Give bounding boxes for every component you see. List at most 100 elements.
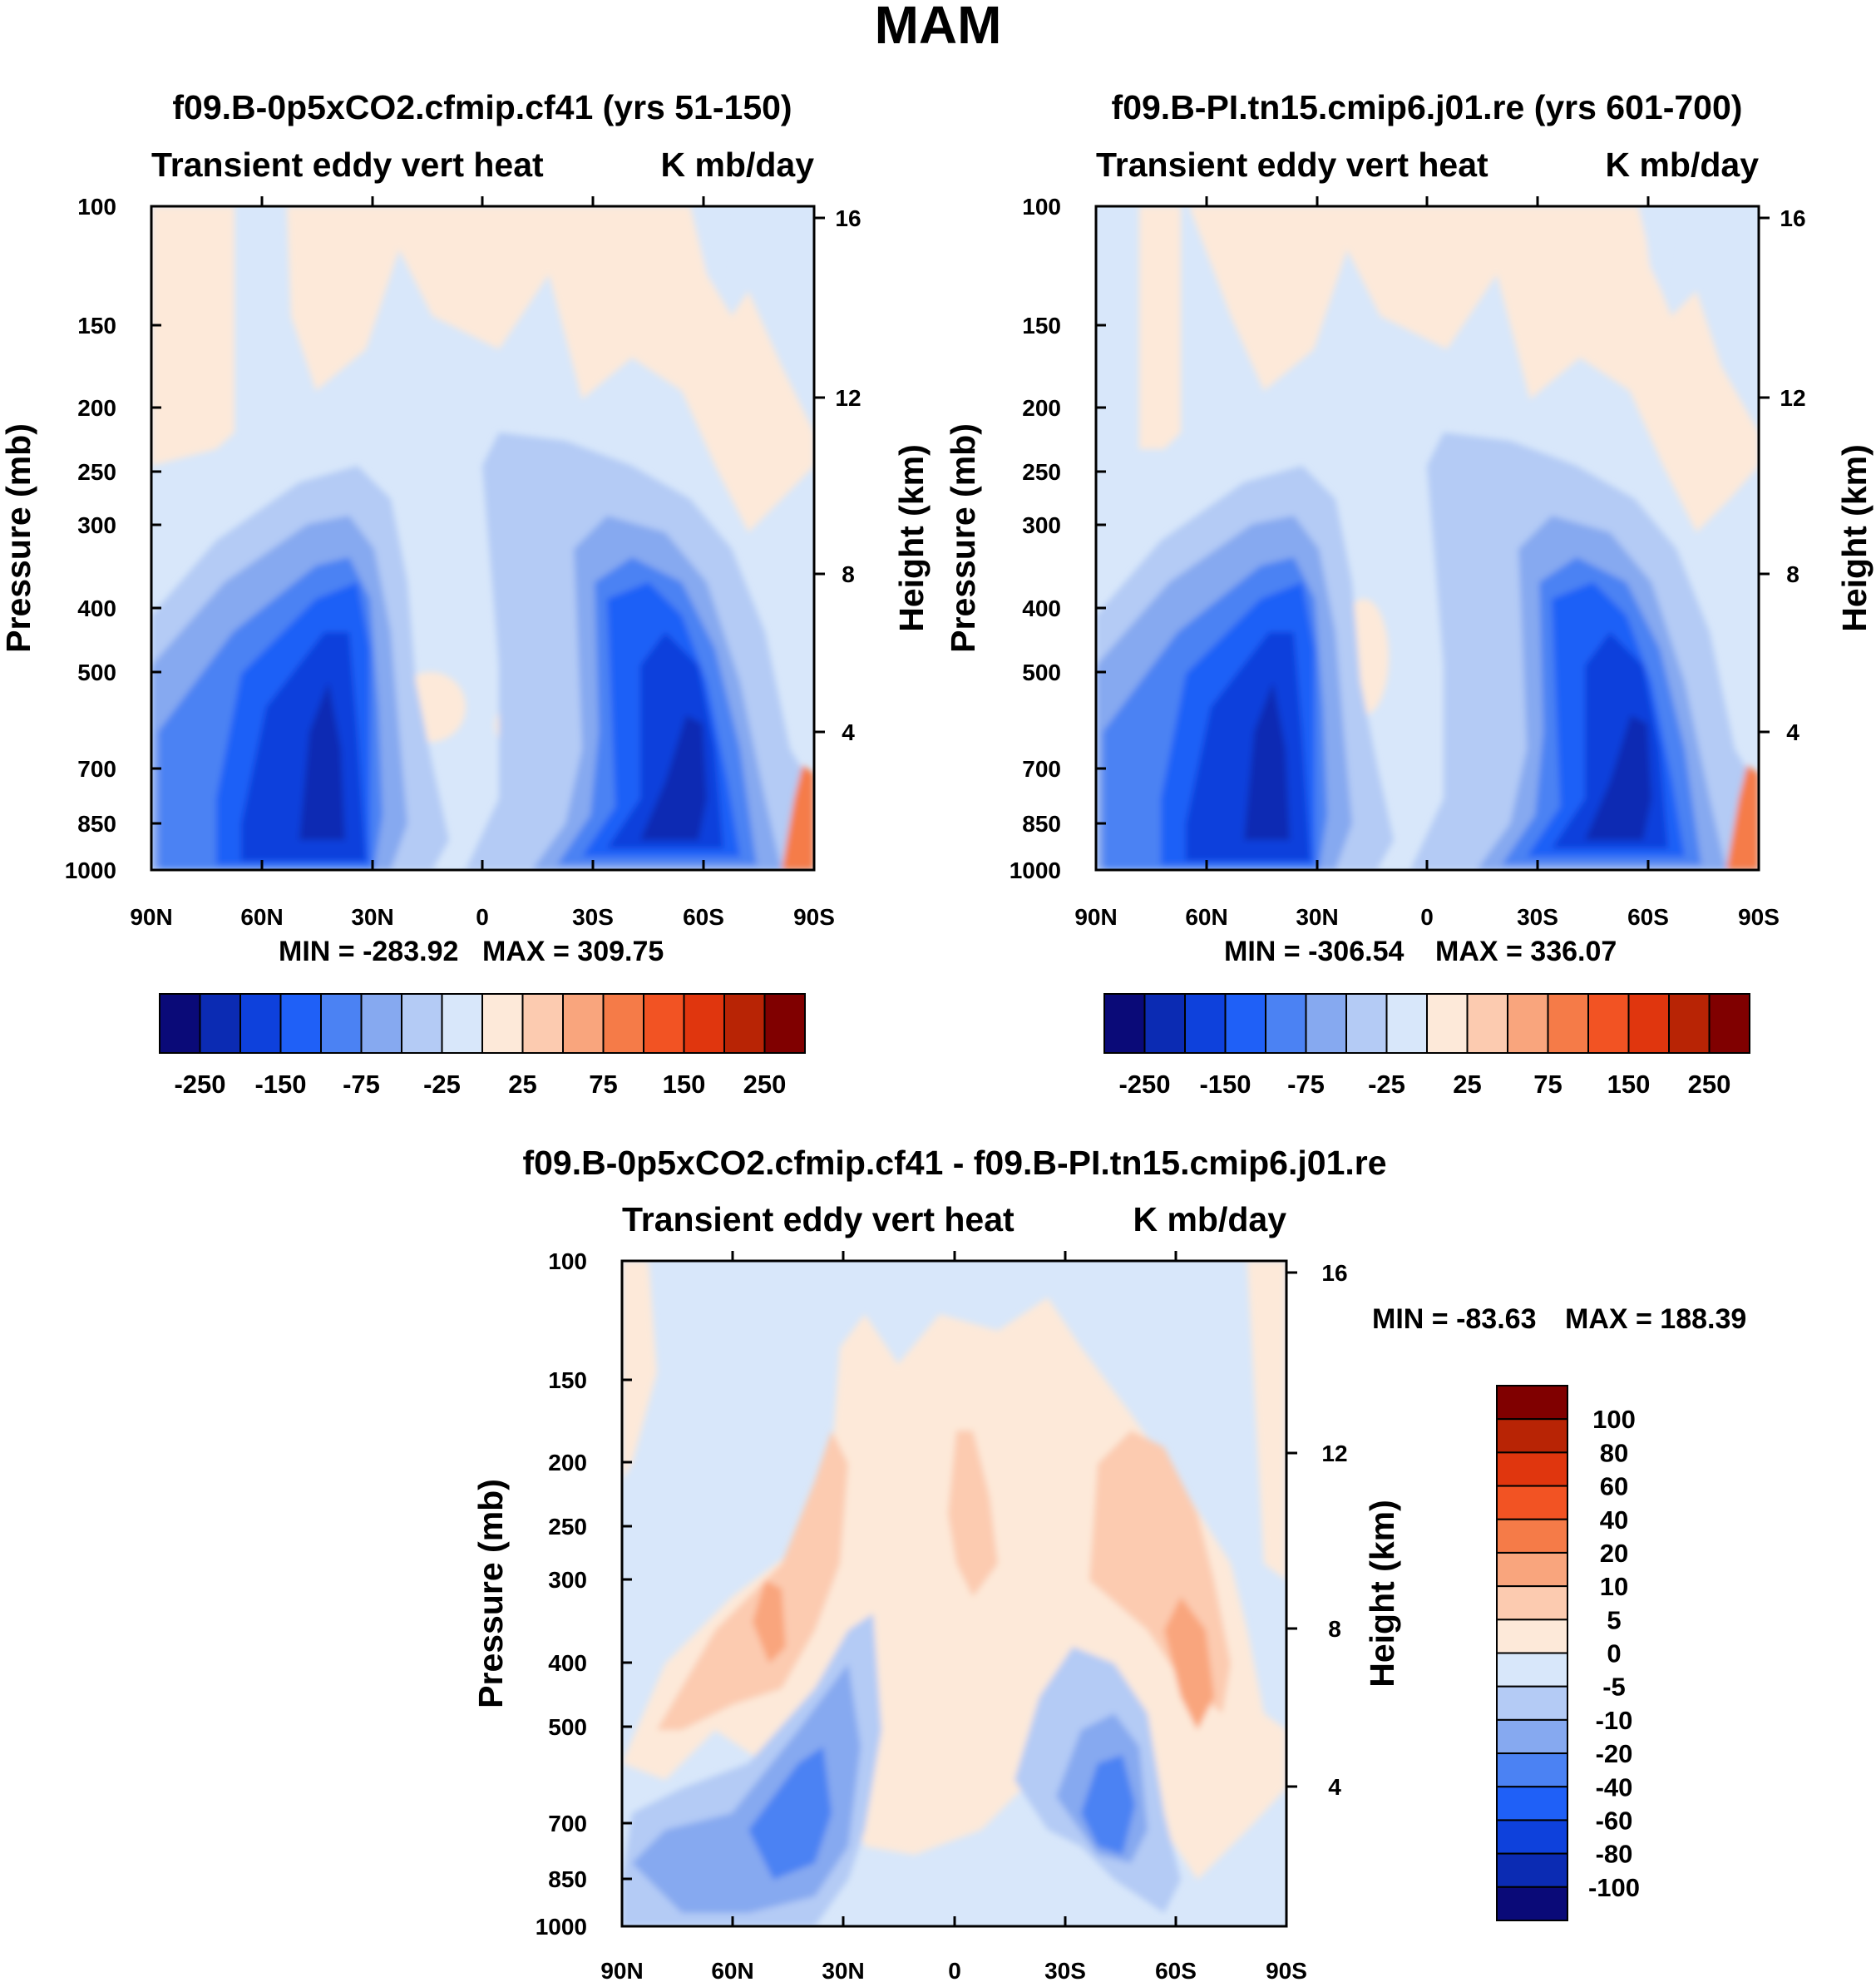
x-tick-label: 90S [1738, 904, 1780, 930]
colorbar-label: -250 [1118, 1070, 1170, 1099]
colorbar-label: -60 [1596, 1806, 1633, 1835]
colorbar-swatch [360, 993, 402, 1054]
contour-region [151, 206, 234, 466]
panel-left-units: K mb/day [660, 146, 814, 184]
y-tick-label: 500 [1022, 660, 1061, 685]
panel-left-variable: Transient eddy vert heat [151, 146, 544, 184]
colorbar-label: -10 [1596, 1706, 1633, 1735]
contour-region [657, 1431, 848, 1730]
y-tick-label: 200 [548, 1450, 587, 1475]
colorbar-swatch [1496, 1518, 1568, 1554]
colorbar-swatch [1496, 1852, 1568, 1888]
panel-right-y2-ticks: 16 12 8 4 [1759, 205, 1806, 745]
colorbar-swatch [1103, 993, 1146, 1054]
colorbar-swatch [199, 993, 241, 1054]
y2-tick-label: 8 [1786, 561, 1799, 587]
colorbar-swatch [1265, 993, 1307, 1054]
x-tick-label: 90N [130, 904, 172, 930]
colorbar-label: -20 [1596, 1739, 1633, 1768]
x-tick-label: 30N [1296, 904, 1338, 930]
y2-tick-label: 16 [835, 205, 861, 231]
y2-tick-label: 12 [1321, 1441, 1347, 1466]
y-tick-label: 500 [548, 1714, 587, 1740]
colorbar-swatch [1496, 1819, 1568, 1855]
x-tick-label: 30S [572, 904, 614, 930]
contour-region [1247, 1261, 1286, 1580]
y-axis-label: Pressure (mb) [944, 423, 982, 653]
colorbar-label: 250 [743, 1070, 787, 1099]
panel-bottom-variable: Transient eddy vert heat [622, 1200, 1015, 1238]
y-tick-label: 850 [548, 1866, 587, 1892]
colorbar-label: 100 [1592, 1405, 1636, 1434]
x-tick-label: 30N [351, 904, 393, 930]
colorbar-swatch [1496, 1585, 1568, 1621]
y-tick-label: 400 [548, 1650, 587, 1676]
y2-tick-label: 12 [835, 385, 861, 411]
y2-tick-label: 16 [1321, 1260, 1347, 1286]
colorbar-swatch [1496, 1752, 1568, 1788]
contour-region [1189, 206, 1759, 532]
colorbar-label: 25 [508, 1070, 536, 1099]
colorbar-diff: 100 80 60 40 20 10 5 0 -5 -10 -20 -40 -60 -80 -100 [1496, 1385, 1640, 1921]
contour-region [287, 206, 814, 532]
panel-right-y-ticks: 100 150 200 250 300 400 500 700 850 1000 [1010, 194, 1106, 883]
contour-region [1726, 765, 1759, 870]
max-label: MAX = 336.07 [1435, 936, 1617, 967]
colorbar-swatch [1385, 993, 1428, 1054]
x-tick-label: 90N [1074, 904, 1117, 930]
x-tick-label: 90S [1266, 1958, 1307, 1982]
contour-region [1139, 206, 1181, 449]
contour-region [753, 1580, 786, 1663]
y-tick-label: 300 [1022, 512, 1061, 538]
x-tick-label: 60N [1185, 904, 1227, 930]
y-tick-label: 400 [1022, 596, 1061, 621]
y2-tick-label: 4 [1328, 1774, 1341, 1800]
colorbar-swatch [320, 993, 363, 1054]
panel-left-y-ticks: 100 150 200 250 300 400 500 700 850 1000 [65, 194, 161, 883]
y-tick-label: 250 [77, 459, 116, 485]
colorbar-swatch [1496, 1652, 1568, 1688]
min-label: MIN = -283.92 [279, 936, 458, 967]
y2-tick-label: 4 [842, 719, 855, 745]
y2-tick-label: 4 [1786, 719, 1799, 745]
x-tick-label: 60S [1155, 1958, 1197, 1982]
colorbar-label: 75 [1533, 1070, 1562, 1099]
y-tick-label: 250 [1022, 459, 1061, 485]
colorbar-swatch [279, 993, 322, 1054]
min-label: MIN = -83.63 [1372, 1303, 1536, 1335]
colorbar-swatch [1627, 993, 1670, 1054]
y-tick-label: 100 [548, 1248, 587, 1274]
colorbar-swatch [1466, 993, 1508, 1054]
panel-bottom-y-ticks: 100 150 200 250 300 400 500 700 850 1000 [536, 1248, 632, 1940]
colorbar-label: 75 [589, 1070, 617, 1099]
contour-region [1164, 1597, 1214, 1730]
colorbar-swatch [643, 993, 685, 1054]
colorbar-swatch [1496, 1619, 1568, 1654]
colorbar-swatch [159, 993, 201, 1054]
panel-right-title: f09.B-PI.tn15.cmip6.j01.re (yrs 601-700) [1112, 88, 1743, 126]
colorbar-swatch [1496, 1551, 1568, 1588]
colorbar-left: -250 -150 -75 -25 25 75 150 250 [159, 993, 806, 1099]
colorbar-swatch [1587, 993, 1630, 1054]
colorbar-swatch [1496, 1786, 1568, 1821]
colorbar-swatch [1496, 1385, 1568, 1421]
contour-region [622, 1261, 657, 1480]
panel-bottom-title: f09.B-0p5xCO2.cfmip.cf41 - f09.B-PI.tn15… [522, 1144, 1386, 1182]
panel-left: f09.B-0p5xCO2.cfmip.cf41 (yrs 51-150) Tr… [0, 88, 931, 1099]
contour-region [699, 206, 723, 291]
colorbar-swatch [1496, 1485, 1568, 1520]
x-tick-label: 0 [476, 904, 489, 930]
y-tick-label: 1000 [1010, 858, 1061, 883]
colorbar-label: -150 [1199, 1070, 1251, 1099]
colorbar-label: -250 [174, 1070, 225, 1099]
x-tick-label: 60S [1627, 904, 1669, 930]
colorbar-label: 60 [1600, 1472, 1628, 1501]
colorbar-swatch [1184, 993, 1227, 1054]
x-tick-label: 90S [793, 904, 835, 930]
x-tick-label: 0 [948, 1958, 961, 1982]
colorbar-label: 80 [1600, 1438, 1628, 1467]
colorbar-label: 10 [1600, 1572, 1628, 1601]
min-label: MIN = -306.54 [1224, 936, 1404, 967]
figure-title: MAM [875, 0, 1002, 55]
panel-right-x-ticks: 90N 60N 30N 0 30S 60S 90S [1074, 196, 1780, 930]
